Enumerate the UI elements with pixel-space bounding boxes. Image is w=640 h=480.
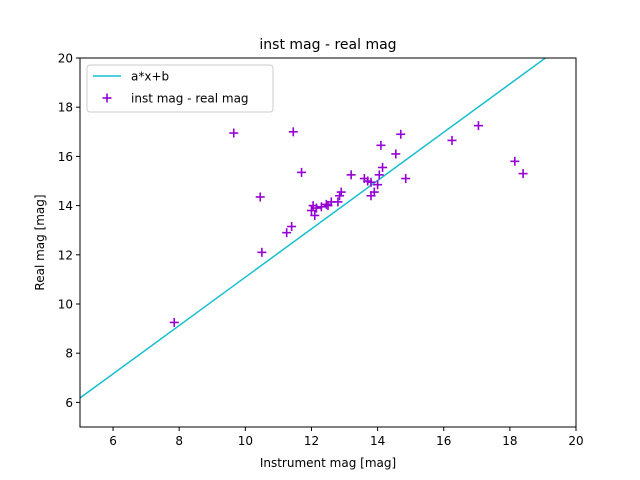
data-point: [447, 135, 457, 145]
data-point: [229, 128, 239, 138]
x-tick-label: 18: [502, 434, 517, 448]
data-point: [510, 156, 520, 166]
data-point: [346, 170, 356, 180]
data-point: [257, 247, 267, 257]
y-axis: 6 8 10 12 14 16 18 20: [58, 52, 80, 410]
y-tick-label: 18: [58, 101, 73, 115]
data-point: [316, 202, 326, 212]
legend-label-scatter: inst mag - real mag: [131, 92, 249, 106]
plot-frame: [79, 57, 577, 428]
data-point: [401, 174, 411, 184]
data-point: [311, 203, 321, 213]
data-point: [518, 169, 528, 179]
legend-box: [86, 64, 274, 113]
data-point: [369, 187, 379, 197]
x-tick-label: 12: [304, 434, 319, 448]
x-tick-label: 20: [568, 434, 583, 448]
data-point: [288, 127, 298, 137]
legend-plus-marker: [102, 93, 112, 103]
y-tick-label: 20: [58, 52, 73, 66]
data-layer: [80, 58, 547, 399]
data-point: [378, 162, 388, 172]
x-tick-label: 10: [238, 434, 253, 448]
x-axis: 6 8 10 12 14 16 18 20: [109, 427, 584, 448]
data-point: [374, 170, 384, 180]
data-point: [287, 222, 297, 232]
data-point: [391, 149, 401, 159]
data-point: [473, 121, 483, 131]
data-point: [282, 228, 292, 238]
x-tick-label: 6: [109, 434, 117, 448]
x-tick-label: 8: [175, 434, 183, 448]
chart-title: inst mag - real mag: [259, 37, 396, 53]
y-axis-label: Real mag [mag]: [33, 194, 47, 290]
data-point: [310, 210, 320, 220]
data-point: [306, 206, 316, 216]
x-tick-label: 14: [370, 434, 385, 448]
data-point: [169, 317, 179, 327]
data-point: [366, 177, 376, 187]
data-point: [396, 129, 406, 139]
x-tick-label: 16: [436, 434, 451, 448]
data-point: [336, 187, 346, 197]
data-point: [333, 197, 343, 207]
y-tick-label: 6: [65, 396, 73, 410]
legend-marker-swatch: [102, 93, 112, 103]
y-tick-label: 8: [65, 347, 73, 361]
y-tick-label: 10: [58, 298, 73, 312]
data-point: [321, 199, 331, 209]
y-tick-label: 12: [58, 248, 73, 262]
legend-label-fit-line: a*x+b: [131, 70, 169, 84]
data-point: [297, 167, 307, 177]
y-tick-label: 16: [58, 150, 73, 164]
fit-line: [80, 58, 547, 399]
plot-area-background: [80, 58, 576, 427]
data-point: [376, 140, 386, 150]
legend: a*x+b inst mag - real mag: [86, 64, 274, 113]
x-axis-label: Instrument mag [mag]: [260, 456, 396, 470]
y-tick-label: 14: [58, 199, 73, 213]
data-point: [255, 192, 265, 202]
data-point: [373, 180, 383, 190]
